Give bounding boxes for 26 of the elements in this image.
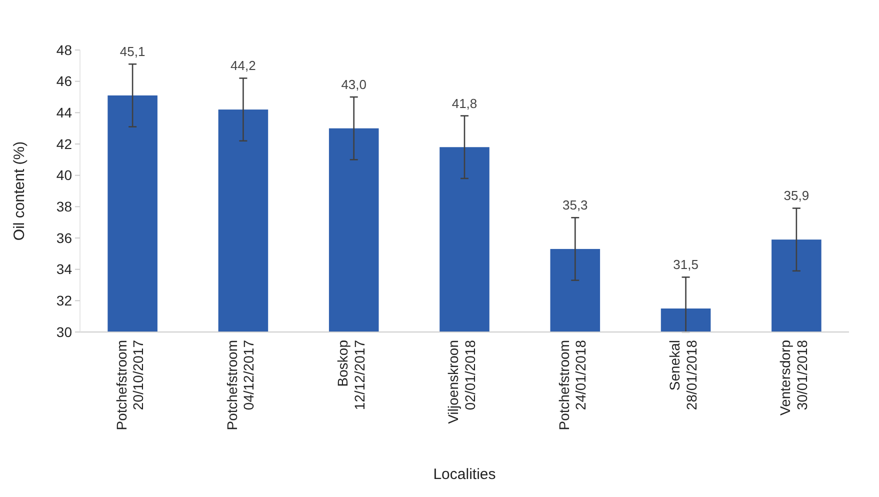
y-tick-label: 38: [56, 198, 72, 215]
y-tick-label: 46: [56, 73, 72, 90]
y-tick-label: 40: [56, 167, 72, 184]
y-tick-label: 44: [56, 104, 72, 121]
y-tick-label: 34: [56, 261, 72, 278]
data-label: 31,5: [673, 257, 698, 272]
data-label: 41,8: [452, 96, 478, 111]
y-tick-label: 32: [56, 292, 72, 309]
x-tick-label: Ventersdorp 30/01/2018: [777, 340, 810, 416]
data-label: 43,0: [341, 77, 367, 92]
x-tick-label: Boskop 12/12/2017: [334, 340, 368, 410]
data-label: 45,1: [120, 44, 146, 60]
y-tick-label: 48: [56, 42, 72, 58]
y-tick-label: 42: [56, 136, 72, 152]
data-label: 35,9: [784, 188, 810, 204]
data-label: 44,2: [230, 58, 256, 74]
y-tick-label: 30: [56, 324, 72, 340]
x-tick-label: Potchefstroom 24/01/2018: [556, 340, 589, 430]
data-label: 35,3: [562, 198, 588, 213]
y-tick-label: 36: [56, 230, 72, 246]
x-tick-label: Viljoenskroon 02/01/2018: [445, 340, 478, 424]
x-tick-label: Potchefstroom 20/10/2017: [113, 340, 146, 430]
x-tick-label: Senekal 28/01/2018: [666, 340, 700, 410]
x-axis-title: Localities: [433, 466, 496, 483]
y-axis-title: Oil content (%): [11, 141, 28, 241]
x-tick-label: Potchefstroom 04/12/2017: [224, 340, 257, 430]
